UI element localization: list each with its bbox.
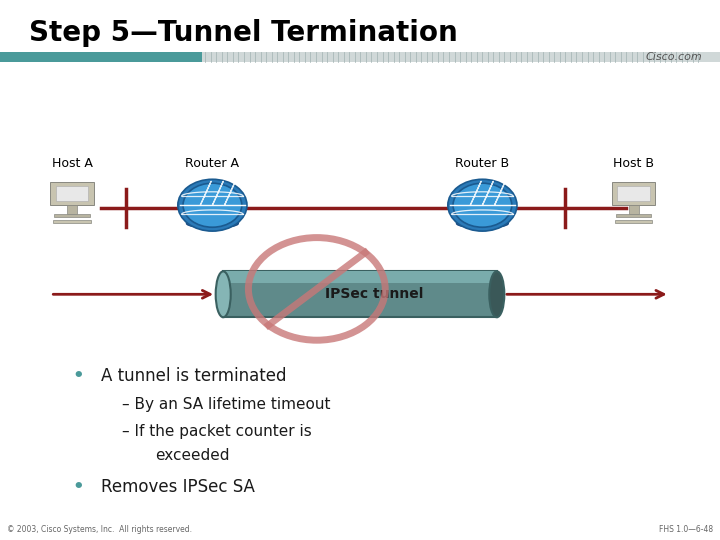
Text: exceeded: exceeded (155, 448, 229, 463)
Bar (612, 183, 655, 205)
Text: – If the packet counter is: – If the packet counter is (122, 424, 312, 439)
Text: Step 5—Tunnel Termination: Step 5—Tunnel Termination (29, 19, 457, 47)
Text: Host B: Host B (613, 157, 654, 170)
Bar (67, 205, 77, 214)
Text: © 2003, Cisco Systems, Inc.  All rights reserved.: © 2003, Cisco Systems, Inc. All rights r… (7, 524, 192, 534)
Text: FHS 1.0—6-48: FHS 1.0—6-48 (659, 524, 713, 534)
Text: Host A: Host A (52, 157, 92, 170)
Bar (50, 183, 94, 205)
Circle shape (178, 179, 247, 231)
Text: Router B: Router B (455, 157, 510, 170)
Ellipse shape (456, 219, 508, 228)
Bar (55, 186, 89, 201)
Bar (54, 214, 90, 218)
Bar (223, 271, 497, 283)
Circle shape (453, 183, 512, 227)
Bar (223, 271, 497, 317)
Bar (617, 186, 650, 201)
Text: – By an SA lifetime timeout: – By an SA lifetime timeout (122, 397, 331, 412)
Text: •: • (72, 367, 84, 385)
Bar (616, 214, 652, 218)
Circle shape (183, 183, 242, 227)
Text: Removes IPSec SA: Removes IPSec SA (101, 478, 255, 496)
Bar (0, 52, 202, 62)
Ellipse shape (490, 271, 504, 317)
Bar (615, 220, 652, 223)
Text: Router A: Router A (185, 157, 239, 170)
Text: Cisco.com: Cisco.com (645, 52, 702, 62)
Bar (629, 205, 639, 214)
Circle shape (448, 179, 517, 231)
Bar (202, 52, 720, 62)
Text: •: • (72, 478, 84, 496)
Text: A tunnel is terminated: A tunnel is terminated (101, 367, 287, 385)
Ellipse shape (216, 271, 230, 317)
Bar (53, 220, 91, 223)
Ellipse shape (186, 219, 238, 228)
Text: IPSec tunnel: IPSec tunnel (325, 287, 423, 301)
